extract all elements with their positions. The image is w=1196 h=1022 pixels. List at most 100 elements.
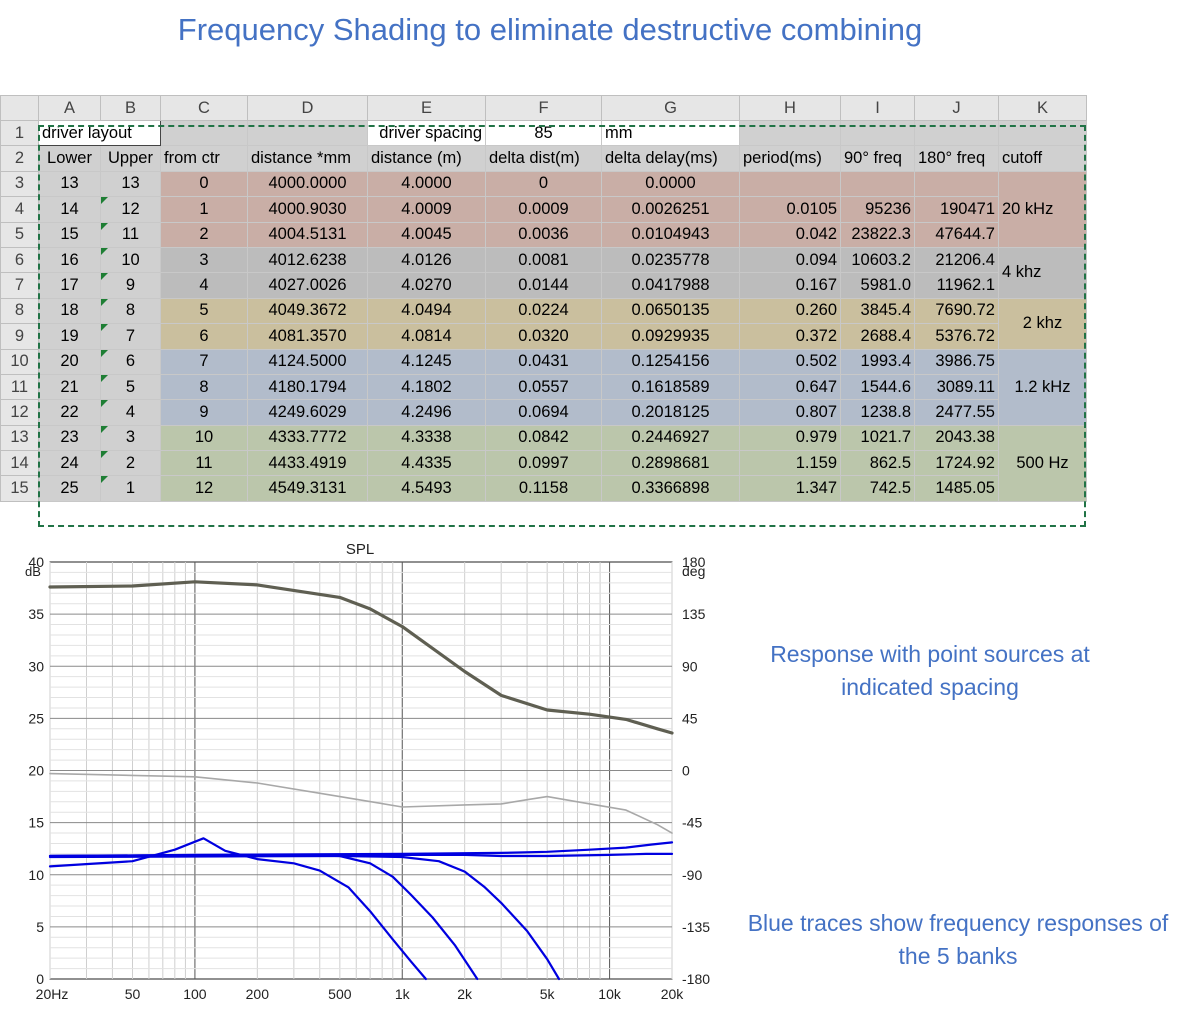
table-cell[interactable]: 4004.5131 [247,221,368,248]
table-cell[interactable]: 4000.0000 [247,170,368,198]
table-cell[interactable]: 0.0842 [485,424,602,452]
select-all-corner[interactable] [0,95,39,121]
row-header[interactable]: 3 [0,170,39,198]
table-cell[interactable]: 0.807 [739,399,841,426]
header-cell-distance-m[interactable]: distance (m) [367,145,486,172]
cutoff-cell[interactable]: 2 khz [998,297,1087,350]
table-cell[interactable]: 0.167 [739,272,841,299]
cell[interactable] [914,119,999,147]
table-cell[interactable]: 0.0036 [485,221,602,248]
cell-driver-spacing-label[interactable]: driver spacing [367,119,486,147]
table-cell[interactable]: 4027.0026 [247,272,368,299]
table-cell[interactable]: 0.1158 [485,475,602,502]
table-cell[interactable]: 4124.5000 [247,348,368,375]
cell[interactable] [998,119,1087,147]
row-header[interactable]: 2 [0,145,39,172]
table-cell[interactable]: 4249.6029 [247,399,368,426]
row-header[interactable]: 13 [0,424,39,452]
table-cell[interactable]: 1 [160,196,248,223]
table-cell[interactable]: 862.5 [840,450,915,477]
table-cell[interactable]: 2043.38 [914,424,999,452]
table-cell[interactable]: 0.0105 [739,196,841,223]
table-cell[interactable]: 18 [38,297,101,325]
table-cell[interactable]: 47644.7 [914,221,999,248]
table-cell[interactable]: 21206.4 [914,246,999,274]
table-cell[interactable]: 0.647 [739,373,841,401]
table-cell[interactable]: 0.3366898 [601,475,740,502]
table-cell[interactable]: 25 [38,475,101,502]
cell[interactable] [247,119,368,147]
table-cell[interactable]: 95236 [840,196,915,223]
header-cell-90-freq[interactable]: 90° freq [840,145,915,172]
table-cell[interactable]: 0.979 [739,424,841,452]
table-cell[interactable]: 1724.92 [914,450,999,477]
table-cell[interactable]: 2 [160,221,248,248]
table-cell[interactable]: 3089.11 [914,373,999,401]
cell[interactable] [840,119,915,147]
table-cell[interactable]: 10 [100,246,161,274]
table-cell[interactable]: 4000.9030 [247,196,368,223]
table-cell[interactable]: 0.1618589 [601,373,740,401]
table-cell[interactable]: 4.0000 [367,170,486,198]
table-cell[interactable]: 1.159 [739,450,841,477]
table-cell[interactable]: 4433.4919 [247,450,368,477]
table-cell[interactable]: 6 [100,348,161,375]
table-cell[interactable]: 1485.05 [914,475,999,502]
table-cell[interactable]: 4.2496 [367,399,486,426]
row-header[interactable]: 1 [0,119,39,147]
header-cell-cutoff[interactable]: cutoff [998,145,1087,172]
table-cell[interactable]: 0.260 [739,297,841,325]
table-cell[interactable]: 1544.6 [840,373,915,401]
table-cell[interactable]: 4.3338 [367,424,486,452]
table-cell[interactable]: 0.502 [739,348,841,375]
row-header[interactable]: 5 [0,221,39,248]
table-cell[interactable]: 0.0026251 [601,196,740,223]
header-cell-upper[interactable]: Upper [100,145,161,172]
table-cell[interactable]: 5 [160,297,248,325]
cutoff-cell[interactable]: 500 Hz [998,424,1087,502]
table-cell[interactable]: 11 [100,221,161,248]
table-cell[interactable]: 0.0235778 [601,246,740,274]
table-cell[interactable]: 0 [485,170,602,198]
row-header[interactable]: 15 [0,475,39,502]
table-cell[interactable]: 2 [100,450,161,477]
table-cell[interactable]: 0.2898681 [601,450,740,477]
column-header-f[interactable]: F [485,95,602,121]
column-header-d[interactable]: D [247,95,368,121]
header-cell-lower[interactable]: Lower [38,145,101,172]
cutoff-cell[interactable]: 20 kHz [998,170,1087,248]
cutoff-cell[interactable]: 1.2 kHz [998,348,1087,426]
table-cell[interactable]: 0.0009 [485,196,602,223]
table-cell[interactable]: 4 [160,272,248,299]
table-cell[interactable]: 11 [160,450,248,477]
column-header-j[interactable]: J [914,95,999,121]
table-cell[interactable]: 10 [160,424,248,452]
cell-driver-spacing-unit[interactable]: mm [601,119,740,147]
table-cell[interactable]: 23822.3 [840,221,915,248]
cell-driver-layout[interactable]: driver layout [38,119,161,147]
row-header[interactable]: 10 [0,348,39,375]
table-cell[interactable]: 1.347 [739,475,841,502]
row-header[interactable]: 7 [0,272,39,299]
table-cell[interactable]: 0.042 [739,221,841,248]
column-header-e[interactable]: E [367,95,486,121]
table-cell[interactable]: 12 [160,475,248,502]
column-header-i[interactable]: I [840,95,915,121]
table-cell[interactable]: 1021.7 [840,424,915,452]
table-cell[interactable]: 15 [38,221,101,248]
table-cell[interactable]: 190471 [914,196,999,223]
table-cell[interactable]: 4.1802 [367,373,486,401]
row-header[interactable]: 11 [0,373,39,401]
table-cell[interactable]: 5 [100,373,161,401]
row-header[interactable]: 12 [0,399,39,426]
table-cell[interactable] [840,170,915,198]
table-cell[interactable]: 742.5 [840,475,915,502]
table-cell[interactable]: 0.0557 [485,373,602,401]
column-header-k[interactable]: K [998,95,1087,121]
table-cell[interactable]: 1 [100,475,161,502]
row-header[interactable]: 9 [0,323,39,350]
header-cell-distance-mm[interactable]: distance *mm [247,145,368,172]
table-cell[interactable]: 2688.4 [840,323,915,350]
table-cell[interactable]: 1238.8 [840,399,915,426]
table-cell[interactable]: 12 [100,196,161,223]
